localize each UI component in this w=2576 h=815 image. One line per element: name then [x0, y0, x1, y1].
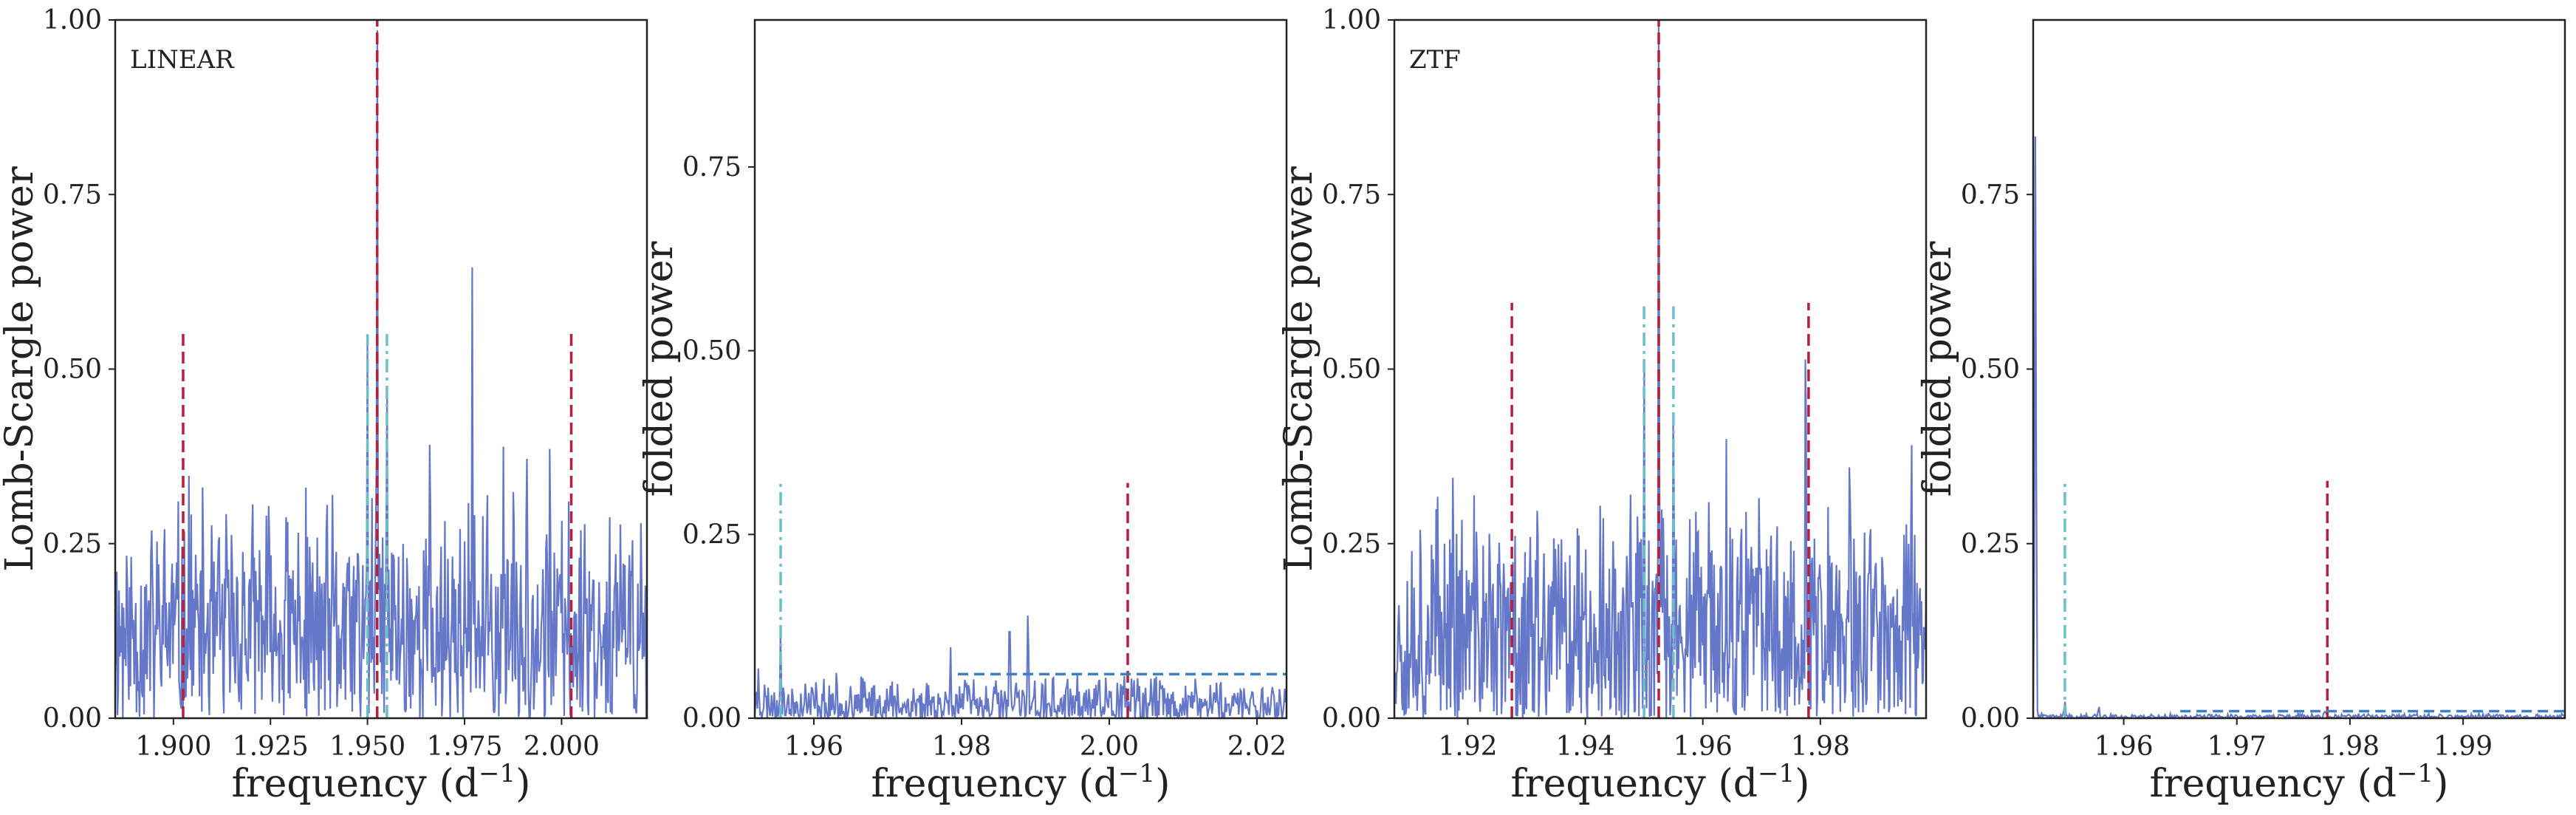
x-tick-label: 1.99 [2433, 732, 2493, 762]
x-axis-label: frequency (d−1) [871, 759, 1171, 806]
axes-frame [753, 18, 1288, 720]
y-tick-label: 0.50 [43, 355, 102, 385]
y-axis-label: Lomb-Scargle power [0, 166, 42, 572]
y-tick-label: 0.00 [1961, 703, 2020, 734]
x-tick-label: 2.000 [524, 732, 600, 762]
y-tick-label: 0.00 [682, 703, 741, 734]
y-tick-label: 0.25 [682, 519, 741, 550]
x-axis-label: frequency (d−1) [1511, 759, 1810, 806]
y-tick-label: 0.75 [682, 152, 741, 183]
x-axis-label-text: frequency (d [2150, 762, 2397, 806]
x-tick-label: 1.96 [784, 732, 843, 762]
y-tick-label: 1.00 [1322, 5, 1381, 35]
y-tick-label: 0.00 [43, 703, 102, 734]
x-axis-label: frequency (d−1) [2150, 759, 2449, 806]
y-tick-label: 0.50 [1322, 355, 1381, 385]
x-tick-label: 1.975 [426, 732, 502, 762]
power-series-line [115, 30, 647, 718]
x-tick-label: 1.96 [2094, 732, 2153, 762]
power-series-line [2033, 136, 2565, 718]
y-tick-label: 0.00 [1322, 703, 1381, 734]
x-tick-label: 1.950 [329, 732, 405, 762]
y-tick-label: 0.50 [1961, 355, 2020, 385]
x-axis-label-text: frequency (d [871, 762, 1119, 806]
x-axis-label-close: ) [1155, 762, 1170, 806]
x-axis-label-sup: −1 [1758, 759, 1795, 788]
x-tick-label: 1.98 [2320, 732, 2380, 762]
x-tick-label: 2.00 [1080, 732, 1139, 762]
x-tick-label: 1.98 [932, 732, 991, 762]
panel-annotation: ZTF [1409, 45, 1461, 75]
y-tick-label: 0.50 [682, 336, 741, 366]
x-axis-label-text: frequency (d [232, 762, 479, 806]
y-axis-label: folded power [637, 241, 682, 497]
y-tick-label: 0.25 [1322, 529, 1381, 559]
x-axis-label-close: ) [2433, 762, 2448, 806]
x-axis-label-sup: −1 [479, 759, 515, 788]
panel-1: 1.900 1.925 1.950 1.975 2.000 0.00 0.25 0.50 0.7… [0, 5, 648, 806]
x-axis-label-close: ) [1795, 762, 1809, 806]
power-series-line [755, 615, 1287, 718]
x-tick-label: 2.02 [1227, 732, 1287, 762]
panel-2: 1.96 1.98 2.00 2.02 0.00 0.25 0.50 0.75 frequenc… [637, 18, 1288, 806]
y-tick-label: 1.00 [43, 5, 102, 35]
x-tick-label: 1.900 [135, 732, 211, 762]
x-axis-label-sup: −1 [2397, 759, 2433, 788]
axes-frame [2032, 18, 2566, 720]
x-tick-label: 1.96 [1674, 732, 1733, 762]
panel-4: 1.96 1.97 1.98 1.99 0.00 0.25 0.50 0.75 frequenc… [1916, 18, 2566, 806]
y-tick-label: 0.25 [1961, 529, 2020, 559]
panel-annotation: LINEAR [130, 45, 235, 75]
y-tick-label: 0.75 [43, 180, 102, 210]
x-axis-label-text: frequency (d [1511, 762, 1758, 806]
power-series-line [1394, 24, 1926, 718]
y-axis-label: Lomb-Scargle power [1277, 166, 1321, 572]
y-tick-label: 0.75 [1322, 180, 1381, 210]
x-axis-label-sup: −1 [1118, 759, 1155, 788]
panel-3: 1.92 1.94 1.96 1.98 0.00 0.25 0.50 0.75 1.00 freq… [1277, 5, 1928, 806]
x-axis-label: frequency (d−1) [232, 759, 531, 806]
x-tick-label: 1.925 [233, 732, 309, 762]
x-tick-label: 1.92 [1438, 732, 1497, 762]
x-axis-label-close: ) [515, 762, 530, 806]
x-tick-label: 1.97 [2207, 732, 2267, 762]
x-tick-label: 1.98 [1791, 732, 1850, 762]
y-tick-label: 0.75 [1961, 180, 2020, 210]
y-tick-label: 0.25 [43, 529, 102, 559]
x-tick-label: 1.94 [1555, 732, 1614, 762]
y-axis-label: folded power [1916, 241, 1960, 497]
